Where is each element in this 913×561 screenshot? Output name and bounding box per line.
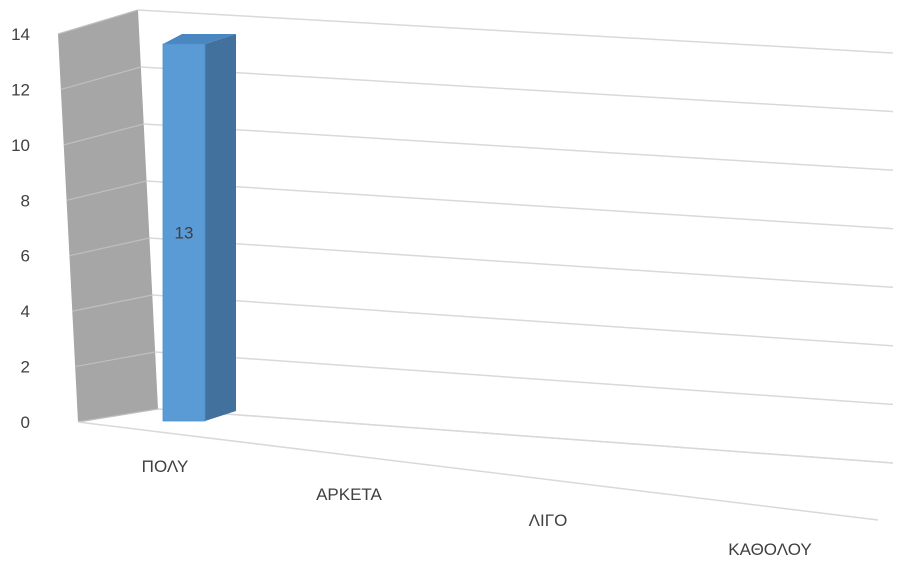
side-wall-gridline <box>77 408 159 423</box>
side-wall-gridline <box>75 351 156 368</box>
side-wall-gridline <box>57 9 139 35</box>
back-wall-gridline <box>143 123 894 171</box>
x-axis-categories: ΠΟΛΥ ΑΡΚΕΤΑ ΛΙΓΟ ΚΑΘΟΛΟΥ <box>142 457 812 559</box>
back-wall-gridlines <box>137 9 894 464</box>
back-wall-gridline <box>137 9 894 54</box>
back-wall-gridline <box>140 66 894 113</box>
side-wall-gridline <box>72 294 153 312</box>
side-wall-gridline <box>69 237 150 257</box>
bar-front-face <box>162 43 206 422</box>
floor-back-edge <box>157 408 894 464</box>
bar-side-face <box>205 34 236 421</box>
side-wall-gridline <box>63 123 144 146</box>
y-tick-label: 14 <box>11 25 30 44</box>
y-tick-label: 2 <box>21 358 30 377</box>
bars: 13 <box>162 34 236 422</box>
x-category-label: ΛΙΓΟ <box>529 511 568 530</box>
y-tick-label: 6 <box>21 247 30 266</box>
y-tick-label: 10 <box>11 136 30 155</box>
x-category-label: ΑΡΚΕΤΑ <box>316 485 382 504</box>
back-wall-gridline <box>146 180 894 230</box>
x-category-label: ΠΟΛΥ <box>142 457 189 476</box>
back-wall-gridline <box>149 237 894 289</box>
side-wall <box>58 10 158 422</box>
side-wall-gridline <box>66 180 147 201</box>
floor-front-edge <box>77 421 879 521</box>
bar-top-face <box>163 34 236 44</box>
y-axis-ticks: 0 2 4 6 8 10 12 14 <box>11 25 30 432</box>
x-category-label: ΚΑΘΟΛΟΥ <box>728 540 811 559</box>
back-wall-gridline <box>152 294 894 347</box>
y-tick-label: 12 <box>11 80 30 99</box>
bar <box>162 34 236 422</box>
y-tick-label: 8 <box>21 191 30 210</box>
back-wall-gridline <box>155 351 894 406</box>
side-wall-gridline <box>60 66 142 91</box>
y-tick-label: 0 <box>21 413 30 432</box>
y-tick-label: 4 <box>21 302 30 321</box>
bar-data-label: 13 <box>175 224 194 243</box>
side-wall-gridlines <box>57 9 159 423</box>
